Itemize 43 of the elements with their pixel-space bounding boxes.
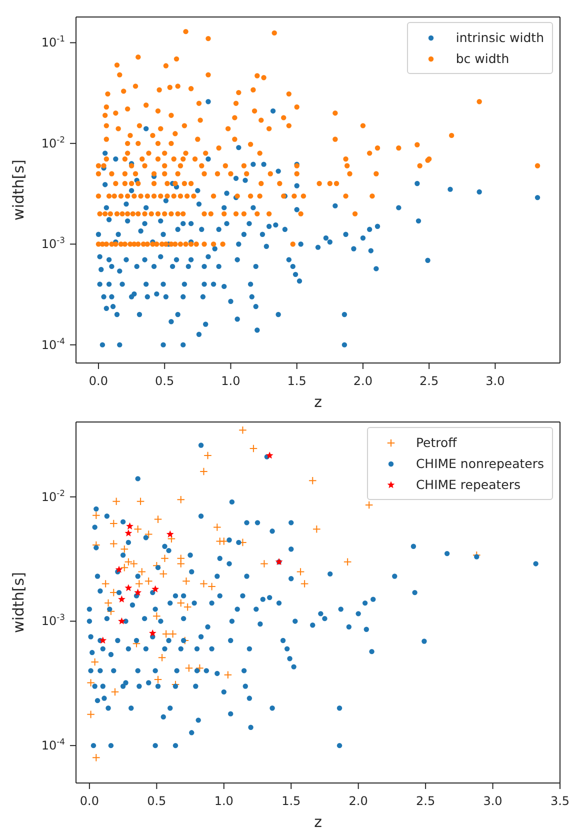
x-tick-label: 2.5 [416, 794, 436, 808]
point [166, 530, 174, 538]
legend-label: CHIME repeaters [416, 477, 521, 492]
x-axis-title: z [314, 813, 322, 831]
x-tick-label: 3.0 [486, 374, 505, 388]
y-tick-label: 10$^{-2}$ [41, 488, 65, 504]
x-tick-label: 3.5 [550, 794, 570, 808]
legend-label: Petroff [416, 435, 457, 450]
point [266, 452, 274, 459]
x-tick-label: 0.0 [88, 374, 108, 388]
y-tick-label: 10$^{-3}$ [41, 235, 65, 252]
y-tick-label: 10$^{-2}$ [41, 134, 65, 150]
point [124, 529, 132, 536]
y-tick-label: 10$^{-1}$ [41, 34, 65, 50]
legend-label: bc width [456, 51, 510, 66]
legend-label: CHIME nonrepeaters [416, 456, 544, 471]
x-tick-label: 0.5 [155, 374, 174, 388]
x-tick-label: 2.0 [348, 794, 368, 808]
y-axis-title: width[s] [9, 160, 28, 220]
point [134, 588, 142, 596]
x-tick-label: 1.5 [282, 794, 301, 808]
x-axis-title: z [314, 393, 322, 411]
point [124, 584, 132, 592]
point [99, 636, 107, 644]
x-tick-label: 0.0 [80, 794, 99, 808]
x-tick-label: 1.0 [214, 794, 234, 808]
point [118, 617, 126, 624]
point [118, 595, 126, 602]
y-axis-title: width[s] [9, 572, 28, 633]
x-tick-label: 2.5 [420, 374, 439, 388]
y-tick-label: 10$^{-4}$ [41, 336, 65, 352]
x-tick-label: 2.0 [353, 374, 373, 388]
point [148, 629, 156, 636]
y-tick-label: 10$^{-4}$ [41, 736, 65, 753]
x-tick-label: 3.0 [483, 794, 502, 808]
point [115, 566, 123, 573]
x-tick-label: 1.0 [221, 374, 240, 388]
x-tick-label: 0.5 [147, 794, 166, 808]
y-tick-label: 10$^{-3}$ [41, 612, 65, 628]
point [152, 585, 160, 592]
x-tick-label: 1.5 [287, 374, 306, 388]
legend-label: intrinsic width [456, 30, 544, 45]
point [126, 522, 134, 530]
